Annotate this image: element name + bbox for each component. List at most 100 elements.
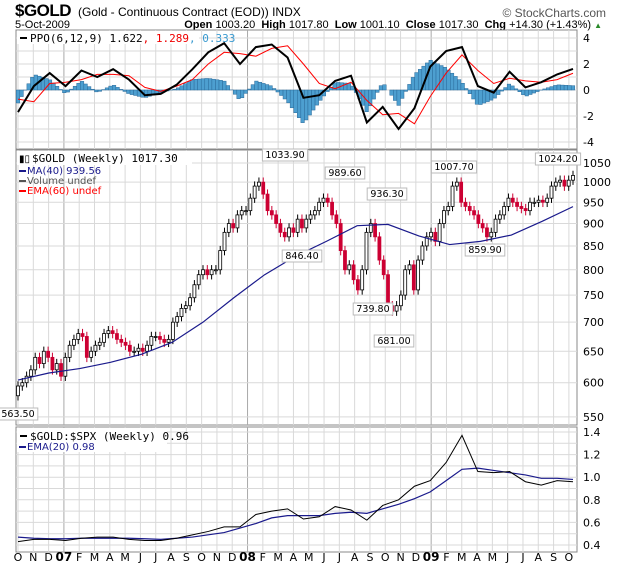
price-callout-box xyxy=(261,148,309,162)
histogram-bar xyxy=(499,89,504,92)
candle-up xyxy=(97,341,102,346)
candle-up xyxy=(317,201,322,212)
candle-up xyxy=(454,181,459,187)
price-tick-label: 650 xyxy=(583,345,604,358)
month-label: F xyxy=(260,551,266,564)
candle-down xyxy=(265,193,270,212)
histogram-bar xyxy=(133,89,138,96)
histogram-bar xyxy=(254,80,259,91)
candle-up xyxy=(571,175,575,181)
candle-up xyxy=(566,179,571,187)
histogram-bar xyxy=(247,88,252,91)
histogram-bar xyxy=(542,88,547,91)
histogram-bar xyxy=(72,85,77,91)
month-label: D xyxy=(412,551,420,564)
histogram-bar xyxy=(265,84,270,91)
candle-up xyxy=(239,210,244,216)
candle-down xyxy=(377,236,382,261)
price-callout: 989.60 xyxy=(328,168,361,179)
exchange: INDX xyxy=(272,5,301,19)
candle-up xyxy=(549,185,554,199)
open-value: 1003.20 xyxy=(215,19,256,31)
candle-up xyxy=(416,259,421,291)
up-arrow-icon: ▲ xyxy=(594,21,602,30)
histogram-bar xyxy=(279,89,284,96)
month-label: D xyxy=(44,551,52,564)
candle-up xyxy=(89,350,94,358)
candle-down xyxy=(80,333,85,337)
candle-up xyxy=(257,181,261,187)
histogram-bar xyxy=(97,89,102,92)
histogram-bar xyxy=(457,79,462,91)
candle-down xyxy=(325,197,330,203)
price-tick-label: 1050 xyxy=(583,157,611,170)
price-tick-label: 1000 xyxy=(583,176,611,189)
candle-up xyxy=(558,179,562,183)
legend-bg xyxy=(17,428,167,452)
candle-up xyxy=(179,308,184,318)
candle-down xyxy=(519,206,524,209)
candle-up xyxy=(175,316,180,323)
candle-up xyxy=(437,223,442,242)
month-label: A xyxy=(106,551,114,564)
close-label: Close xyxy=(405,19,436,31)
histogram-bar xyxy=(87,86,92,91)
candle-up xyxy=(183,305,188,309)
high-value: 1017.80 xyxy=(288,19,329,31)
legend-bg xyxy=(17,151,192,165)
histogram-bar xyxy=(467,89,472,94)
ppo-tick-label: -2 xyxy=(583,110,594,123)
histogram-bar xyxy=(400,89,405,99)
candle-down xyxy=(282,231,287,238)
month-label: A xyxy=(290,551,298,564)
candle-up xyxy=(308,214,313,220)
low-label: Low xyxy=(334,19,357,31)
month-label: S xyxy=(366,551,373,564)
histogram-bar xyxy=(403,89,408,92)
candle-up xyxy=(226,223,231,233)
ppo-line xyxy=(17,41,574,131)
copyright[interactable]: © StockCharts.com xyxy=(502,6,606,20)
histogram-bar xyxy=(563,85,568,91)
candle-down xyxy=(472,210,476,216)
candle-down xyxy=(463,201,468,207)
candle-up xyxy=(364,231,369,271)
candle-down xyxy=(515,201,519,207)
histogram-bar xyxy=(26,83,31,91)
histogram-bar xyxy=(375,89,380,93)
month-label: F xyxy=(76,551,82,564)
signal-line xyxy=(17,45,574,125)
candle-up xyxy=(424,236,429,247)
histogram-bar xyxy=(442,67,447,91)
histogram-bar xyxy=(19,89,24,97)
candle-up xyxy=(24,375,29,384)
candle-up xyxy=(222,231,227,252)
month-label: A xyxy=(351,551,359,564)
histogram-bar xyxy=(453,76,458,91)
histogram-bar xyxy=(211,78,216,91)
candle-down xyxy=(274,214,279,224)
chg-label: Chg xyxy=(484,19,506,31)
histogram-bar xyxy=(553,85,558,91)
histogram-bar xyxy=(521,89,526,95)
histogram-bar xyxy=(510,85,515,91)
histogram-bar xyxy=(261,83,266,91)
ratio-ema-line xyxy=(17,467,574,540)
candle-up xyxy=(166,338,171,343)
histogram-bar xyxy=(378,85,383,91)
candle-up xyxy=(442,210,446,224)
histogram-bar xyxy=(208,78,213,91)
price-callout: 1024.20 xyxy=(538,154,577,165)
price-callout-box xyxy=(430,160,478,174)
month-label: N xyxy=(213,551,221,564)
month-label: M xyxy=(273,551,283,564)
candle-up xyxy=(420,245,425,261)
candle-up xyxy=(33,356,38,371)
month-label: N xyxy=(29,551,37,564)
candle-up xyxy=(102,333,106,343)
candle-up xyxy=(489,231,494,238)
price-callout: 1033.90 xyxy=(265,150,304,161)
candle-down xyxy=(50,356,55,371)
month-label: A xyxy=(167,551,175,564)
candle-up xyxy=(244,210,248,213)
